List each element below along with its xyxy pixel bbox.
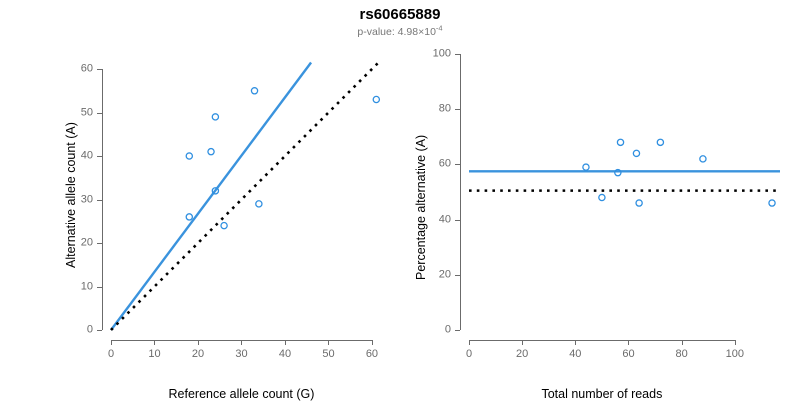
y-axis-tick xyxy=(455,274,460,276)
y-axis-tick-label: 60 xyxy=(438,157,451,170)
x-axis-tick xyxy=(241,340,243,345)
x-axis-tick xyxy=(628,340,630,345)
y-axis-tick xyxy=(97,330,102,331)
x-axis-tick-label: 40 xyxy=(278,348,292,360)
x-axis-tick xyxy=(575,340,577,345)
pvalue-subtitle: p-value: 4.98×10-4 xyxy=(0,23,800,39)
x-axis-tick-label: 100 xyxy=(725,348,744,360)
title-block: rs60665889 p-value: 4.98×10-4 xyxy=(0,0,800,39)
x-axis-tick-label: 20 xyxy=(516,348,529,360)
y-axis-line xyxy=(102,69,103,330)
x-axis-tick-label: 60 xyxy=(622,348,635,360)
x-axis-tick xyxy=(111,340,112,345)
y-axis-tick-label: 50 xyxy=(80,106,93,119)
y-axis-tick xyxy=(455,330,460,331)
x-axis-tick xyxy=(522,340,524,345)
y-axis-tick-label: 100 xyxy=(432,47,451,60)
y-axis-tick-label: 20 xyxy=(438,268,451,281)
y-axis-tick-label: 40 xyxy=(438,213,451,226)
y-axis-tick xyxy=(455,109,460,111)
x-axis-tick xyxy=(284,340,286,345)
y-axis-tick xyxy=(97,69,102,71)
page-title: rs60665889 xyxy=(359,6,441,23)
y-axis-tick xyxy=(97,199,102,201)
y-axis-tick xyxy=(455,164,460,166)
y-axis-tick-label: 40 xyxy=(80,149,93,162)
x-axis-tick-label: 50 xyxy=(322,348,335,360)
x-axis-tick-label: 10 xyxy=(148,348,161,360)
y-axis-tick-label: 20 xyxy=(80,236,93,249)
y-axis-tick xyxy=(455,54,460,55)
x-axis-tick-label: 0 xyxy=(107,348,115,360)
y-axis-title: Percentage alternative (A) xyxy=(414,134,428,280)
x-axis-tick-label: 20 xyxy=(191,348,205,360)
panel-allele-counts: 0 10 20 30 40 50 60 0 10 20 30 40 50 60 Reference alle… xyxy=(0,0,400,401)
y-axis-tick xyxy=(455,219,460,221)
y-axis-title: Alternative allele count (A) xyxy=(64,122,78,268)
panel-percentage-alternative: 0 20 40 60 80 100 0 20 40 60 80 100 Total number of … xyxy=(400,0,800,401)
x-axis-title: Reference allele count (G) xyxy=(168,387,315,401)
y-axis-line xyxy=(460,54,461,330)
x-axis-tick xyxy=(681,340,683,345)
y-axis-tick-label: 80 xyxy=(438,102,451,115)
x-axis-tick xyxy=(469,340,470,345)
y-axis-tick-label: 0 xyxy=(444,323,451,336)
x-axis-line xyxy=(469,340,735,341)
y-axis-tick xyxy=(97,156,102,158)
x-axis-tick xyxy=(371,340,373,345)
y-axis-tick-label: 0 xyxy=(86,323,93,336)
x-axis-tick-label: 0 xyxy=(465,348,473,360)
x-axis-title: Total number of reads xyxy=(541,387,663,401)
x-axis-tick xyxy=(734,340,736,345)
x-axis-tick xyxy=(197,340,199,345)
x-axis-tick xyxy=(328,340,330,345)
y-axis-tick-label: 60 xyxy=(80,62,93,75)
pvalue-exponent: -4 xyxy=(435,23,443,33)
y-axis-tick-label: 30 xyxy=(80,193,93,206)
pvalue-text: p-value: 4.98×10 xyxy=(357,26,436,38)
x-axis-tick-label: 40 xyxy=(569,348,582,360)
x-axis-tick-label: 80 xyxy=(675,348,688,360)
y-axis-tick xyxy=(97,286,102,288)
x-axis-tick-label: 30 xyxy=(235,348,248,360)
y-axis-tick xyxy=(97,243,102,245)
y-axis-tick-label: 10 xyxy=(80,280,93,292)
x-axis-tick-label: 60 xyxy=(365,348,379,360)
x-axis-tick xyxy=(154,340,156,345)
y-axis-tick xyxy=(97,112,102,114)
